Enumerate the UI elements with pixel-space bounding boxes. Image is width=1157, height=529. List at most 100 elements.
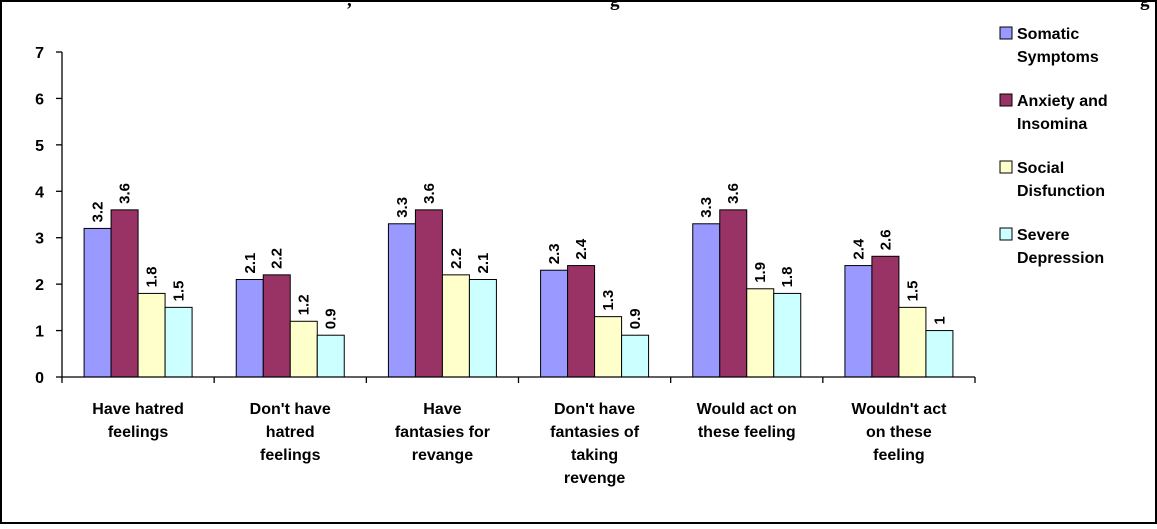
bar [289, 320, 318, 378]
bar [594, 316, 623, 378]
bar [441, 274, 470, 378]
legend-label-line: Insomina [1017, 116, 1087, 133]
data-label: 2.1 [242, 253, 259, 274]
bar [925, 330, 954, 378]
bar [316, 334, 345, 378]
data-label: 2.2 [448, 248, 465, 269]
legend-swatch [999, 160, 1013, 174]
data-label: 3.6 [421, 183, 438, 204]
category-label-line: Would act on [697, 401, 797, 418]
category-label-line: hatred [266, 424, 315, 441]
data-label: 1.8 [144, 267, 161, 288]
legend-label: Severe Depression [1017, 227, 1104, 267]
bar [468, 279, 497, 378]
category-label-line: feelings [108, 424, 169, 441]
legend-label-line: Anxiety and [1017, 93, 1108, 110]
legend-swatch [999, 26, 1013, 40]
category-label-line: feelings [260, 447, 321, 464]
bar [871, 255, 900, 378]
category-label-line: fantasies for [395, 424, 490, 441]
plot-area: 0 1 2 3 4 5 6 7 3.2 3.6 1.8 1.5 2.1 2.2 1.2 0.9 3.3 3.6 2.… [35, 45, 976, 487]
data-label: 2.6 [877, 229, 894, 250]
bar [692, 223, 721, 378]
data-label: 3.6 [725, 183, 742, 204]
y-tick-label: 7 [35, 45, 44, 62]
bar [540, 269, 569, 378]
data-label: 1.5 [171, 280, 188, 301]
legend-label: Somatic Symptoms [1017, 26, 1099, 66]
legend-label-line: Severe [1017, 227, 1070, 244]
legend-swatch [999, 227, 1013, 241]
category-label: Don't have hatred feelings [250, 401, 331, 464]
bar [83, 227, 112, 378]
category-label: Wouldn't act on these feeling [851, 401, 947, 464]
category-label: Have hatred feelings [92, 401, 184, 441]
legend-swatch [999, 93, 1013, 107]
category-label: Don't have fantasies of taking revenge [550, 401, 640, 487]
category-label: Would act on these feeling [697, 401, 797, 441]
category-label-line: on these [866, 424, 932, 441]
data-label: 1 [931, 316, 948, 324]
bar [110, 209, 139, 378]
y-tick-label: 1 [35, 324, 44, 341]
category-label-line: revange [412, 447, 473, 464]
y-tick-label: 2 [35, 277, 44, 294]
bar [387, 223, 416, 378]
title-fragment-mid: g [610, 0, 620, 11]
legend-label-line: Somatic [1017, 26, 1079, 43]
data-label: 1.8 [779, 267, 796, 288]
y-tick-label: 5 [35, 138, 44, 155]
data-label: 2.3 [546, 243, 563, 264]
data-label: 3.2 [90, 202, 107, 223]
bar [414, 209, 443, 378]
category-label-line: Don't have [250, 401, 331, 418]
data-label: 3.3 [394, 197, 411, 218]
bar [746, 288, 775, 378]
bar [773, 292, 802, 378]
legend-label-line: Depression [1017, 250, 1104, 267]
data-label: 0.9 [627, 308, 644, 329]
category-label: Have fantasies for revange [395, 401, 490, 464]
data-label: 1.2 [296, 294, 313, 315]
data-label: 2.1 [475, 253, 492, 274]
bar [898, 306, 927, 378]
y-tick-label: 6 [35, 91, 44, 108]
title-fragment-left: , [347, 0, 352, 11]
bar [137, 292, 166, 378]
bar [235, 279, 264, 378]
data-label: 3.3 [698, 197, 715, 218]
y-tick-label: 3 [35, 231, 44, 248]
category-label-line: these feeling [698, 424, 796, 441]
category-label-line: taking [571, 447, 618, 464]
legend-label-line: Symptoms [1017, 49, 1099, 66]
bar [719, 209, 748, 378]
bar [567, 265, 596, 378]
data-label: 2.4 [573, 238, 590, 260]
category-label-line: feeling [873, 447, 925, 464]
legend-label: Anxiety and Insomina [1017, 93, 1108, 133]
data-label: 1.5 [904, 280, 921, 301]
data-label: 0.9 [323, 308, 340, 329]
legend-label-line: Disfunction [1017, 183, 1105, 200]
data-label: 2.2 [269, 248, 286, 269]
category-label-line: Have [423, 401, 461, 418]
legend-label: Social Disfunction [1017, 160, 1105, 200]
bar [621, 334, 650, 378]
y-tick-label: 4 [35, 184, 44, 201]
legend: Somatic Symptoms Anxiety and Insomina Social… [999, 26, 1108, 267]
data-label: 1.3 [600, 290, 617, 311]
data-label: 3.6 [117, 183, 134, 204]
y-tick-label: 0 [35, 370, 44, 387]
category-label-line: revenge [564, 470, 625, 487]
category-label-line: fantasies of [550, 424, 640, 441]
legend-label-line: Social [1017, 160, 1064, 177]
bar [164, 306, 193, 378]
title-fragment-right: g [1140, 0, 1150, 11]
category-label-line: Don't have [554, 401, 635, 418]
data-label: 2.4 [850, 238, 867, 260]
category-label-line: Have hatred [92, 401, 184, 418]
category-label-line: Wouldn't act [851, 401, 947, 418]
